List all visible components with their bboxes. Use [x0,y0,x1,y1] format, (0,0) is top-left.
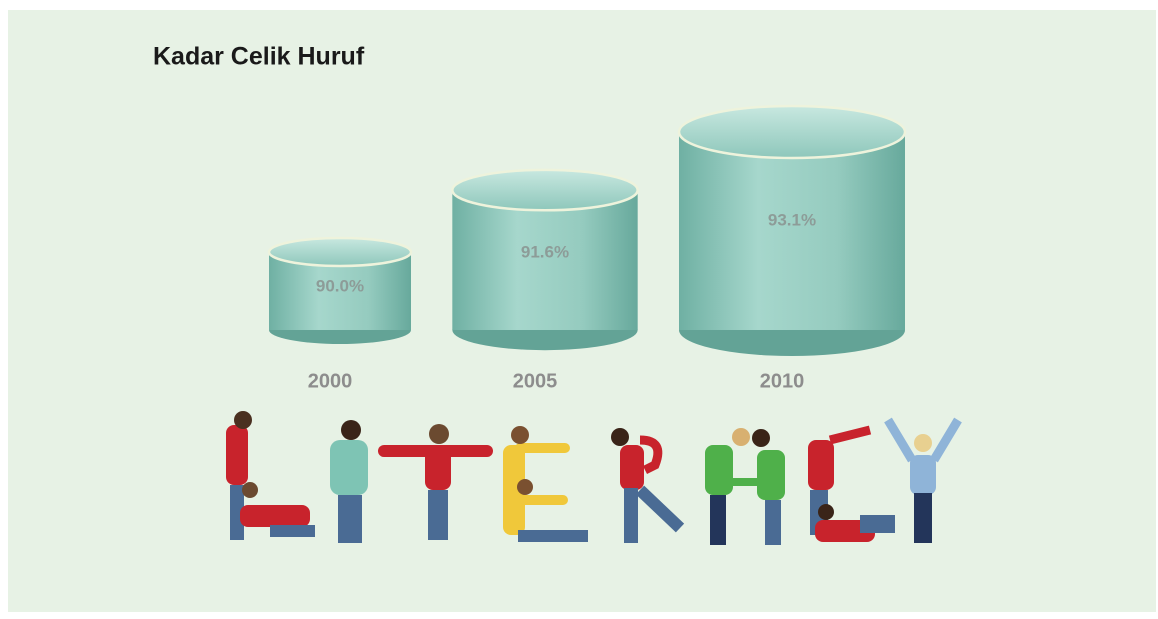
cylinder-top [269,238,411,266]
chart-title: Kadar Celik Huruf [153,43,365,71]
x-tick-label: 2000 [308,370,353,392]
cylinder-top [679,106,905,158]
chart: Kadar Celik Huruf 90.0% 2000 91.6% 2005 93.1… [0,0,1158,619]
x-tick-label: 2010 [760,370,805,392]
cylinder-body [679,132,905,330]
value-label: 91.6% [521,243,569,262]
value-label: 93.1% [768,211,816,230]
cylinder-top [452,170,637,210]
value-label: 90.0% [316,277,364,296]
x-tick-label: 2005 [513,370,558,392]
